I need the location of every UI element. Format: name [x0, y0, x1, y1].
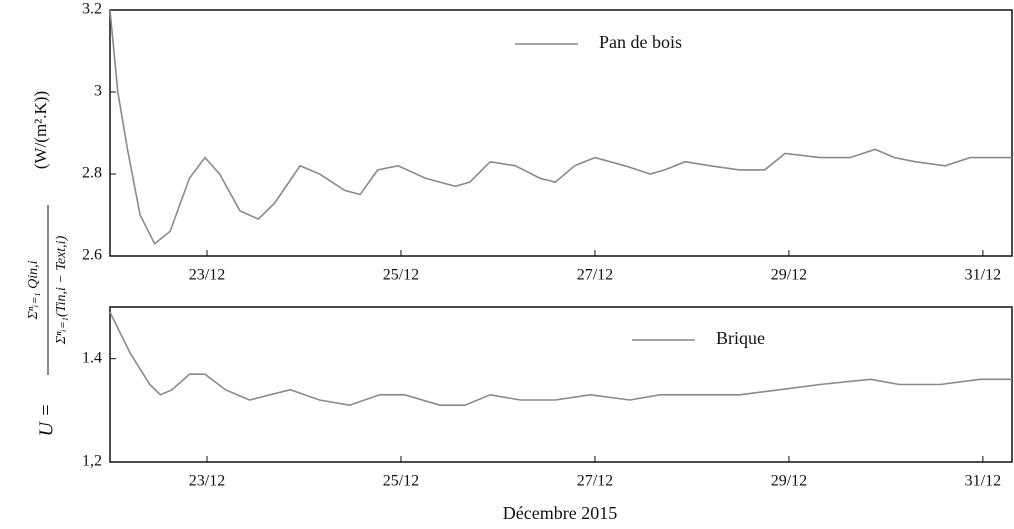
x-tick-label: 23/12: [189, 267, 225, 284]
legend-label: Brique: [716, 328, 765, 348]
y-label-lhs: U =: [36, 404, 58, 437]
y-label-denominator: Σⁿᵢ₌₁(Tin,i − Text,i): [54, 235, 69, 345]
x-tick-label: 27/12: [577, 473, 613, 490]
x-tick-label: 29/12: [771, 267, 807, 284]
plot-frame: [109, 9, 1013, 257]
x-tick-label: 25/12: [383, 267, 419, 284]
plot-frame: [109, 306, 1013, 463]
y-tick-label: 2.8: [82, 165, 102, 182]
x-tick-label: 27/12: [577, 267, 613, 284]
x-tick-label: 23/12: [189, 473, 225, 490]
y-axis-label: U = Σⁿᵢ₌₁ Qin,i Σⁿᵢ₌₁(Tin,i − Text,i) (W…: [26, 91, 69, 437]
x-tick-label: 31/12: [965, 267, 1001, 284]
legend-label: Pan de bois: [599, 32, 682, 52]
y-tick-label: 3.2: [82, 1, 102, 18]
y-tick-label: 2.6: [82, 247, 102, 264]
y-tick-label: 3: [94, 83, 102, 100]
series-line: [109, 9, 1012, 245]
x-tick-label: 29/12: [771, 473, 807, 490]
y-tick-label: 1.4: [82, 349, 102, 366]
y-label-numerator: Σⁿᵢ₌₁ Qin,i: [26, 260, 41, 320]
series-line: [109, 311, 1012, 407]
x-tick-label: 25/12: [383, 473, 419, 490]
y-tick-label: 1,2: [82, 453, 102, 470]
y-label-unit: (W/(m².K)): [31, 91, 50, 169]
x-axis-label: Décembre 2015: [503, 503, 617, 523]
x-tick-label: 31/12: [965, 473, 1001, 490]
